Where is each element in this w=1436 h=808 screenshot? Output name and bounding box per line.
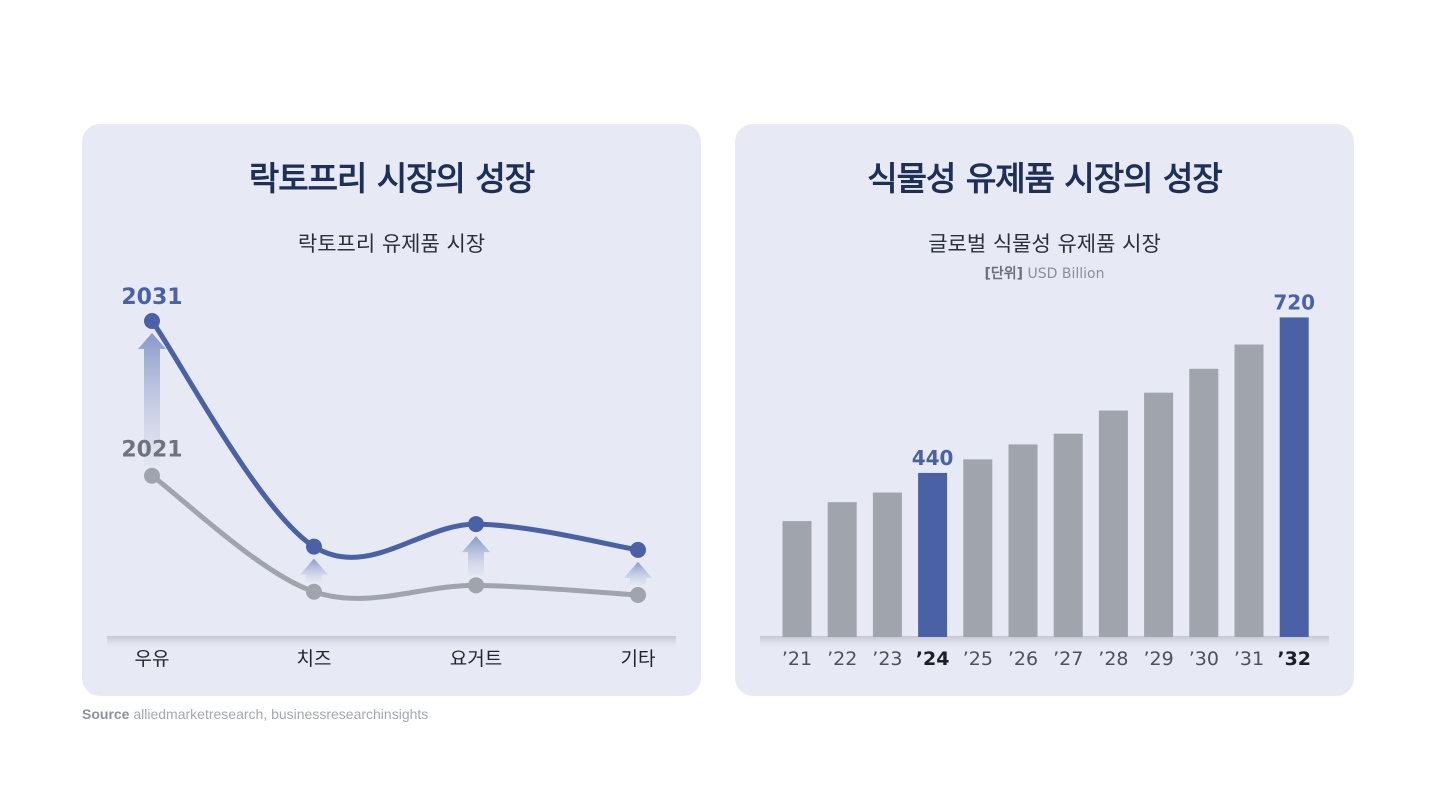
bar — [827, 502, 857, 637]
series-2021-line — [149, 473, 641, 601]
series-label-2031: 2031 — [121, 285, 182, 310]
x-tick-label: ’27 — [1053, 648, 1083, 670]
point-2031 — [144, 313, 160, 329]
x-tick-label: 요거트 — [450, 648, 502, 670]
point-2031 — [630, 541, 646, 558]
bar — [1279, 317, 1309, 637]
source-text: alliedmarketresearch, businessresearchin… — [133, 706, 429, 722]
point-2021 — [630, 587, 646, 603]
bar — [872, 492, 902, 637]
plant-based-subtitle: 글로벌 식물성 유제품 시장 — [928, 232, 1161, 256]
x-tick-label: ’26 — [1008, 648, 1038, 670]
x-tick-label: ’23 — [872, 648, 902, 670]
lactose-free-title: 락토프리 시장의 성장 — [248, 159, 535, 198]
bar-baseline — [760, 636, 1329, 650]
plant-based-title: 식물성 유제품 시장의 성장 — [867, 159, 1222, 198]
bar — [1098, 410, 1128, 637]
x-tick-label: 치즈 — [297, 648, 332, 670]
point-2031 — [306, 538, 322, 555]
growth-arrow — [300, 558, 328, 582]
x-tick-label: 우유 — [135, 648, 170, 670]
lactose-free-subtitle: 락토프리 유제품 시장 — [297, 232, 486, 256]
bar — [1008, 444, 1038, 637]
lactose-free-panel: 락토프리 시장의 성장 락토프리 유제품 시장 — [82, 124, 701, 696]
bar — [782, 521, 812, 637]
unit-value: USD Billion — [1027, 266, 1105, 282]
x-tick-label: ’25 — [963, 648, 993, 670]
x-tick-label: ’22 — [827, 648, 857, 670]
point-2031 — [468, 516, 484, 533]
x-tick-label: ’24 — [916, 648, 950, 670]
bar — [1189, 368, 1219, 637]
line-baseline — [107, 636, 676, 650]
x-tick-label: ’29 — [1143, 648, 1173, 670]
point-2021 — [468, 577, 484, 594]
growth-arrow — [462, 536, 490, 576]
unit-label: [단위] USD Billion — [735, 263, 1354, 283]
x-tick-label: ’31 — [1234, 648, 1264, 670]
source-label: Source — [82, 706, 130, 722]
series-2031-line — [149, 318, 641, 560]
x-tick-label: ’32 — [1277, 648, 1311, 670]
series-label-2021: 2021 — [121, 438, 182, 463]
bar — [1234, 344, 1264, 637]
point-2021 — [306, 583, 322, 600]
growth-arrow — [624, 561, 652, 585]
x-tick-label: ’28 — [1098, 648, 1128, 670]
unit-key: [단위] — [984, 266, 1024, 282]
point-2021 — [144, 467, 160, 484]
source-note: Source alliedmarketresearch, businessres… — [82, 706, 428, 722]
bar — [918, 472, 948, 637]
x-tick-label: ’30 — [1189, 648, 1219, 670]
bar — [1053, 433, 1083, 637]
data-label: 720 — [1273, 290, 1315, 314]
bar — [963, 459, 993, 637]
data-label: 440 — [912, 446, 954, 470]
bar — [1144, 392, 1174, 637]
x-tick-label: 기타 — [621, 648, 656, 670]
x-tick-label: ’21 — [782, 648, 812, 670]
growth-arrow — [138, 333, 166, 466]
